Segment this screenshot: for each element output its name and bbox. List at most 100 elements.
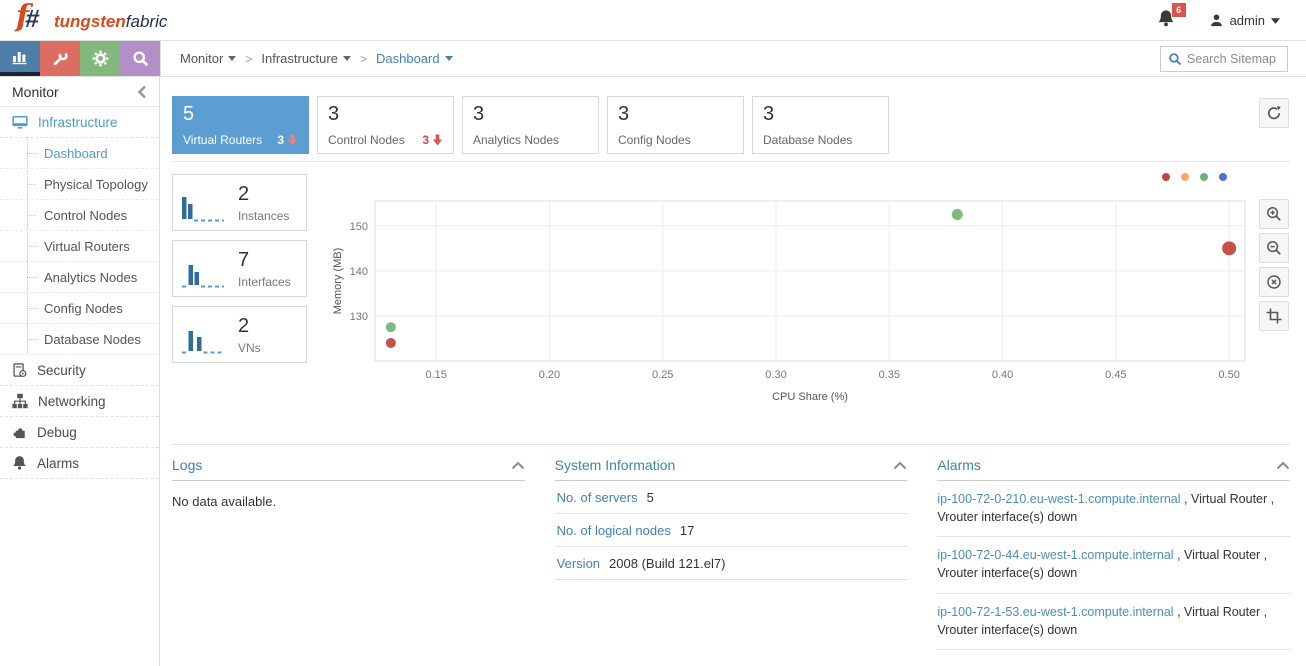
bar-chart-icon (12, 51, 27, 64)
svg-text:0.35: 0.35 (879, 369, 900, 381)
chevron-down-icon (444, 56, 453, 61)
collapse-panel-button[interactable] (1276, 461, 1290, 470)
breadcrumb-separator: > (245, 51, 253, 66)
bell-icon (13, 456, 26, 470)
chart-crop-button[interactable] (1259, 301, 1289, 331)
down-arrow-icon (287, 134, 298, 146)
nav-search-button[interactable] (120, 41, 160, 76)
stat-card-control-nodes[interactable]: 3 Control Nodes 3 (317, 96, 454, 154)
legend-dot[interactable] (1181, 173, 1189, 181)
sidebar-item-infrastructure[interactable]: Infrastructure (0, 107, 159, 138)
sitemap-search-input[interactable] (1187, 52, 1283, 66)
breadcrumb-monitor[interactable]: Monitor (180, 51, 237, 66)
sidebar-item-analytics-nodes[interactable]: Analytics Nodes (0, 262, 159, 293)
legend-dot[interactable] (1219, 173, 1227, 181)
chart-legend[interactable] (1162, 173, 1227, 181)
search-icon (132, 51, 148, 67)
alarm-node-link[interactable]: ip-100-72-0-44.eu-west-1.compute.interna… (937, 548, 1174, 563)
bar-chart-icon (182, 331, 224, 354)
stat-card-analytics-nodes[interactable]: 3 Analytics Nodes (462, 96, 599, 154)
chart-reset-button[interactable] (1259, 267, 1289, 297)
sidebar-item-security[interactable]: Security (0, 355, 159, 386)
alarms-panel-title: Alarms (937, 457, 981, 473)
sidebar-item-debug[interactable]: Debug (0, 417, 159, 448)
zoom-out-icon (1267, 241, 1281, 255)
chevron-down-icon (342, 56, 351, 61)
chart-zoom-in-button[interactable] (1259, 199, 1289, 229)
chevron-up-icon (511, 461, 524, 469)
nav-monitor-button[interactable] (0, 41, 40, 76)
sidebar-item-alarms[interactable]: Alarms (0, 448, 159, 479)
sidebar-item-config-nodes[interactable]: Config Nodes (0, 293, 159, 324)
stat-card-database-nodes[interactable]: 3 Database Nodes (752, 96, 889, 154)
monitor-icon (12, 115, 28, 129)
breadcrumb-separator: > (359, 51, 367, 66)
notifications-button[interactable]: 6 (1157, 2, 1186, 33)
alarm-item: ip-100-72-1-53.eu-west-1.compute.interna… (937, 594, 1291, 650)
sidebar-item-virtual-routers[interactable]: Virtual Routers (0, 231, 159, 262)
stat-cards-row: 5 Virtual Routers 3 3 Control Nodes (172, 96, 889, 154)
mini-cards: 2 Instances 7 Interfaces (172, 174, 307, 363)
stat-card-config-nodes[interactable]: 3 Config Nodes (607, 96, 744, 154)
networking-icon (12, 393, 28, 409)
stat-label: Database Nodes (763, 133, 853, 147)
svg-text:150: 150 (350, 221, 368, 233)
mini-value: 2 (238, 183, 250, 205)
alarms-panel: Alarms ip-100-72-0-210.eu-west-1.compute… (937, 457, 1291, 650)
sitemap-search (1160, 46, 1288, 72)
alarm-item: ip-100-72-0-210.eu-west-1.compute.intern… (937, 481, 1291, 538)
refresh-button[interactable] (1259, 98, 1289, 128)
sidebar-item-physical-topology[interactable]: Physical Topology (0, 169, 159, 200)
nav-configure-button[interactable] (40, 41, 80, 76)
sidebar-item-dashboard[interactable]: Dashboard (0, 138, 159, 169)
stat-value: 3 (473, 103, 485, 125)
zoom-in-icon (1267, 207, 1281, 221)
sidebar-item-database-nodes[interactable]: Database Nodes (0, 324, 159, 355)
sidebar-item-label: Alarms (37, 455, 80, 471)
svg-text:140: 140 (350, 266, 368, 278)
user-icon (1210, 14, 1222, 27)
alarm-node-link[interactable]: ip-100-72-1-53.eu-west-1.compute.interna… (937, 604, 1174, 619)
security-icon (13, 362, 27, 377)
system-information-panel: System Information No. of servers 5 No. … (554, 457, 908, 650)
sidebar-item-control-nodes[interactable]: Control Nodes (0, 200, 159, 231)
logs-panel: Logs No data available. (172, 457, 525, 650)
logo[interactable]: f # tungstenfabric (16, 0, 167, 35)
sidebar-item-networking[interactable]: Networking (0, 386, 159, 417)
collapse-panel-button[interactable] (893, 461, 907, 470)
collapse-sidebar-icon[interactable] (137, 85, 147, 99)
logo-mark-icon: f # (16, 0, 41, 34)
svg-text:0.50: 0.50 (1218, 369, 1239, 381)
stat-alert: 3 (277, 133, 298, 147)
down-arrow-icon (432, 134, 443, 146)
user-menu[interactable]: admin (1209, 13, 1280, 28)
mini-card-instances[interactable]: 2 Instances (172, 174, 307, 231)
nav-settings-button[interactable] (80, 41, 120, 76)
breadcrumb-dashboard[interactable]: Dashboard (376, 51, 453, 66)
legend-dot[interactable] (1200, 173, 1208, 181)
stat-label: Analytics Nodes (473, 133, 560, 147)
stat-card-virtual-routers[interactable]: 5 Virtual Routers 3 (172, 96, 309, 154)
chart-zoom-out-button[interactable] (1259, 233, 1289, 263)
logs-empty-text: No data available. (172, 494, 277, 509)
mini-value: 7 (238, 249, 250, 271)
mini-value: 2 (238, 315, 250, 337)
stat-label: Control Nodes (328, 133, 405, 147)
stat-label: Config Nodes (618, 133, 691, 147)
stat-value: 3 (618, 103, 630, 125)
collapse-panel-button[interactable] (511, 461, 525, 470)
legend-dot[interactable] (1162, 173, 1170, 181)
notification-badge: 6 (1171, 2, 1186, 17)
alarm-node-link[interactable]: ip-100-72-0-210.eu-west-1.compute.intern… (937, 492, 1181, 506)
sidebar-infrastructure-submenu: Dashboard Physical Topology Control Node… (0, 138, 159, 355)
svg-text:Memory (MB): Memory (MB) (332, 248, 344, 315)
breadcrumb: Monitor > Infrastructure > Dashboard (180, 41, 453, 76)
sidebar: Monitor Infrastructure Dashboard Physica… (0, 77, 160, 666)
mini-card-interfaces[interactable]: 7 Interfaces (172, 240, 307, 297)
mini-label: VNs (238, 341, 261, 355)
mini-card-vns[interactable]: 2 VNs (172, 306, 307, 363)
mini-label: Instances (238, 209, 290, 223)
bar-chart-icon (182, 197, 224, 222)
breadcrumb-infrastructure[interactable]: Infrastructure (261, 51, 351, 66)
header: f # tungstenfabric 6 admin (0, 0, 1306, 41)
